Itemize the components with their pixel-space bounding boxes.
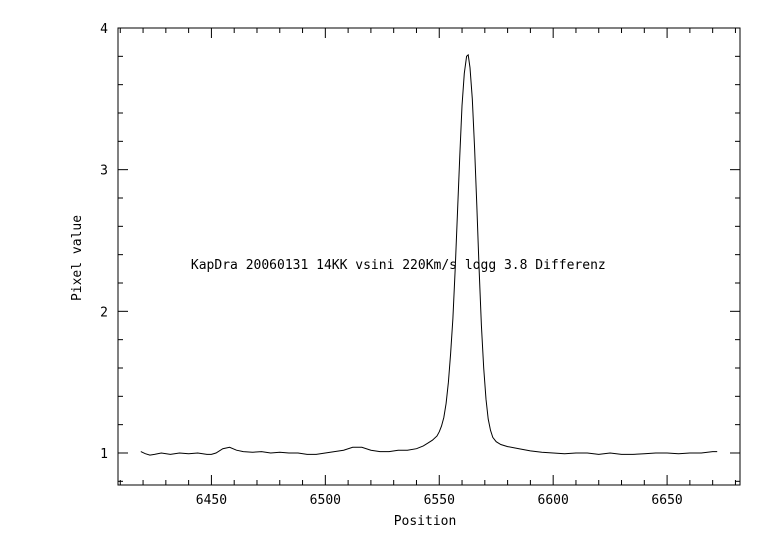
y-tick-label: 4 bbox=[100, 22, 108, 37]
plot-frame bbox=[117, 27, 741, 486]
y-tick-label: 1 bbox=[100, 447, 108, 462]
x-tick-label: 6450 bbox=[196, 493, 227, 508]
y-tick-label: 2 bbox=[100, 305, 108, 320]
annotation: KapDra 20060131 14KK vsini 220Km/s logg … bbox=[191, 258, 606, 273]
ticks bbox=[118, 27, 740, 485]
series-line bbox=[140, 53, 718, 456]
y-axis-label: Pixel value bbox=[70, 215, 85, 301]
axes bbox=[117, 27, 741, 486]
x-tick-label: 6500 bbox=[310, 493, 341, 508]
x-tick-label: 6650 bbox=[651, 493, 682, 508]
tick-labels: 6450 6500 6550 6600 6650 1 2 3 4 bbox=[100, 22, 683, 508]
x-axis-label: Position bbox=[394, 514, 457, 529]
y-tick-label: 3 bbox=[100, 164, 108, 179]
x-tick-label: 6600 bbox=[538, 493, 569, 508]
x-tick-label: 6550 bbox=[424, 493, 455, 508]
